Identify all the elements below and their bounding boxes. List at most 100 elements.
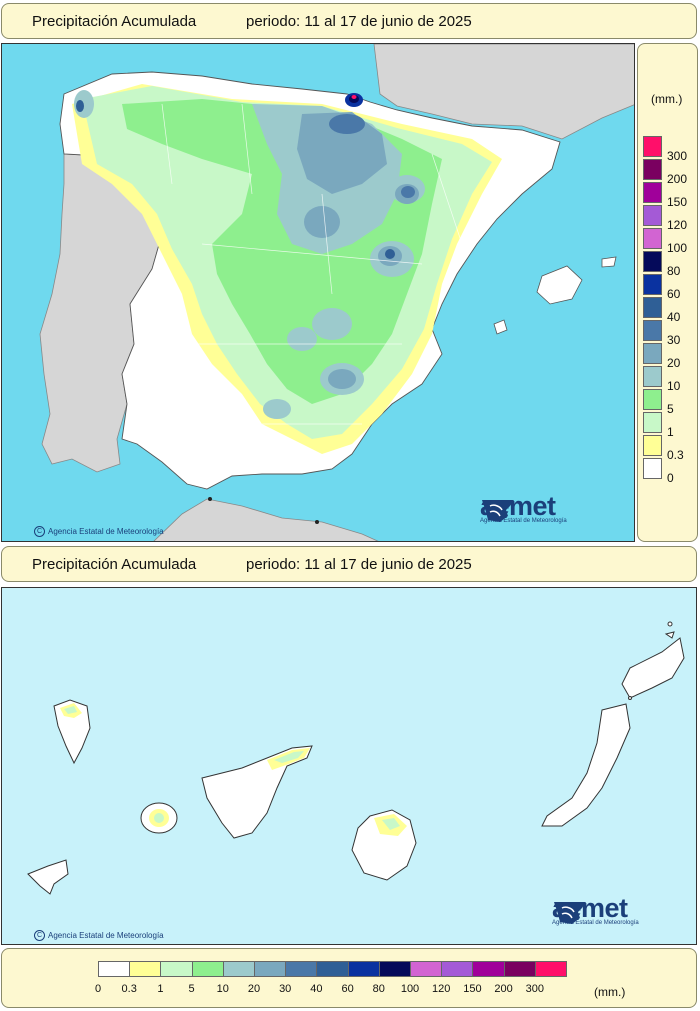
legend-swatch [643, 251, 662, 272]
legend-swatch [643, 205, 662, 226]
logo-subtitle: Agencia Estatal de Meteorología [552, 920, 639, 926]
legend-class-row: 0 [643, 458, 674, 485]
legend-swatch [160, 961, 193, 977]
tenerife-land [201, 745, 313, 839]
legend-swatch [410, 961, 443, 977]
legend-swatch [191, 961, 224, 977]
legend-class-row: 100 [643, 228, 687, 255]
legend-class-row: 0.3 [643, 435, 684, 462]
copyright-icon: C [34, 526, 45, 537]
legend-label: 0.3 [121, 983, 137, 995]
legend-swatch [643, 297, 662, 318]
period-label: periodo: 11 al 17 de junio de 2025 [246, 12, 472, 30]
legend-swatch [98, 961, 131, 977]
mallorca-land [536, 265, 583, 305]
legend-label: 0 [667, 471, 674, 485]
legend-swatch [534, 961, 567, 977]
legend-label: 120 [432, 983, 451, 995]
legend-swatch [643, 366, 662, 387]
legend-label: 5 [667, 402, 674, 416]
legend-swatch [347, 961, 380, 977]
legend-label: 80 [372, 983, 385, 995]
legend-label: 1 [667, 425, 674, 439]
legend-class-row: 40 [643, 297, 680, 324]
legend-class-row: 5 [643, 389, 674, 416]
ibiza-land [493, 319, 508, 335]
legend-swatch [643, 274, 662, 295]
legend-label: 100 [667, 241, 688, 255]
legend-swatch [643, 412, 662, 433]
legend-label: 200 [667, 172, 688, 186]
legend-class-row: 1 [643, 412, 674, 439]
legend-class-row: 20 [643, 343, 680, 370]
precipitation-legend-horizontal: 0 0.3 1 5 10 20 30 40 60 80 100 120 150 200 300 (mm.) [1, 948, 697, 1008]
legend-swatch [643, 320, 662, 341]
legend-label: 30 [279, 983, 292, 995]
legend-label: 1 [157, 983, 164, 995]
el-hierro-land [27, 859, 69, 895]
legend-swatch [285, 961, 318, 977]
legend-label: 80 [667, 264, 681, 278]
map-title: Precipitación Acumulada [32, 555, 197, 573]
legend-label: 20 [667, 356, 681, 370]
legend-label: 10 [667, 379, 681, 393]
legend-class-row: 60 [643, 274, 680, 301]
legend-swatch [441, 961, 474, 977]
legend-class-row: 150 [643, 182, 687, 209]
la-palma-land [53, 699, 91, 765]
peninsula-map: C Agencia Estatal de Meteorología aemet … [1, 43, 635, 542]
legend-class-row: 80 [643, 251, 680, 278]
legend-swatch [378, 961, 411, 977]
period-label: periodo: 11 al 17 de junio de 2025 [246, 555, 472, 573]
canarias-title-bar: Precipitación Acumulada periodo: 11 al 1… [1, 546, 697, 582]
legend-swatch [472, 961, 505, 977]
legend-class-row: 300 [643, 136, 687, 163]
legend-swatch [643, 228, 662, 249]
legend-label: 300 [667, 149, 688, 163]
credit-text: Agencia Estatal de Meteorología [48, 527, 164, 536]
legend-swatch [643, 136, 662, 157]
legend-unit: (mm.) [651, 92, 683, 106]
legend-label: 20 [247, 983, 261, 995]
legend-label: 30 [667, 333, 681, 347]
legend-unit: (mm.) [594, 985, 626, 999]
map-title: Precipitación Acumulada [32, 12, 197, 30]
canarias-map: C Agencia Estatal de Meteorología aemet … [1, 587, 697, 945]
aemet-logo: aemet Agencia Estatal de Meteorología [480, 493, 567, 525]
legend-label: 60 [341, 983, 354, 995]
peninsula-map-graphic [39, 44, 634, 541]
legend-swatch [129, 961, 162, 977]
legend-label: 5 [188, 983, 195, 995]
legend-label: 0 [94, 983, 102, 995]
legend-swatch [643, 159, 662, 180]
fuerteventura-land [541, 703, 631, 827]
legend-label: 40 [310, 983, 323, 995]
logo-subtitle: Agencia Estatal de Meteorología [480, 518, 567, 524]
legend-swatch [316, 961, 349, 977]
africa-land [153, 498, 379, 541]
legend-class-row: 30 [643, 320, 680, 347]
credit-canarias: C Agencia Estatal de Meteorología [34, 930, 164, 941]
precipitation-legend-vertical: (mm.) 300 200 150 120 100 80 60 40 30 20 10 5 1 0.3 0 [637, 43, 698, 542]
legend-label: 100 [400, 983, 420, 995]
legend-swatch [643, 435, 662, 456]
legend-label: 150 [667, 195, 688, 209]
credit-text: Agencia Estatal de Meteorología [48, 931, 164, 940]
legend-label: 40 [667, 310, 681, 324]
legend-swatch [643, 182, 662, 203]
legend-class-row: 120 [643, 205, 687, 232]
legend-label: 60 [667, 287, 681, 301]
legend-swatch [643, 343, 662, 364]
menorca-land [601, 256, 617, 268]
legend-swatch [254, 961, 287, 977]
peninsula-title-bar: Precipitación Acumulada periodo: 11 al 1… [1, 3, 697, 39]
aemet-logo-icon [554, 902, 586, 924]
legend-label: 200 [494, 983, 513, 995]
legend-label: 0.3 [667, 448, 684, 462]
legend-class-row: 200 [643, 159, 687, 186]
aemet-logo-icon [482, 500, 514, 522]
legend-swatch [643, 389, 662, 410]
copyright-icon: C [34, 930, 45, 941]
canarias-map-graphic [27, 621, 685, 895]
legend-swatch [222, 961, 255, 977]
